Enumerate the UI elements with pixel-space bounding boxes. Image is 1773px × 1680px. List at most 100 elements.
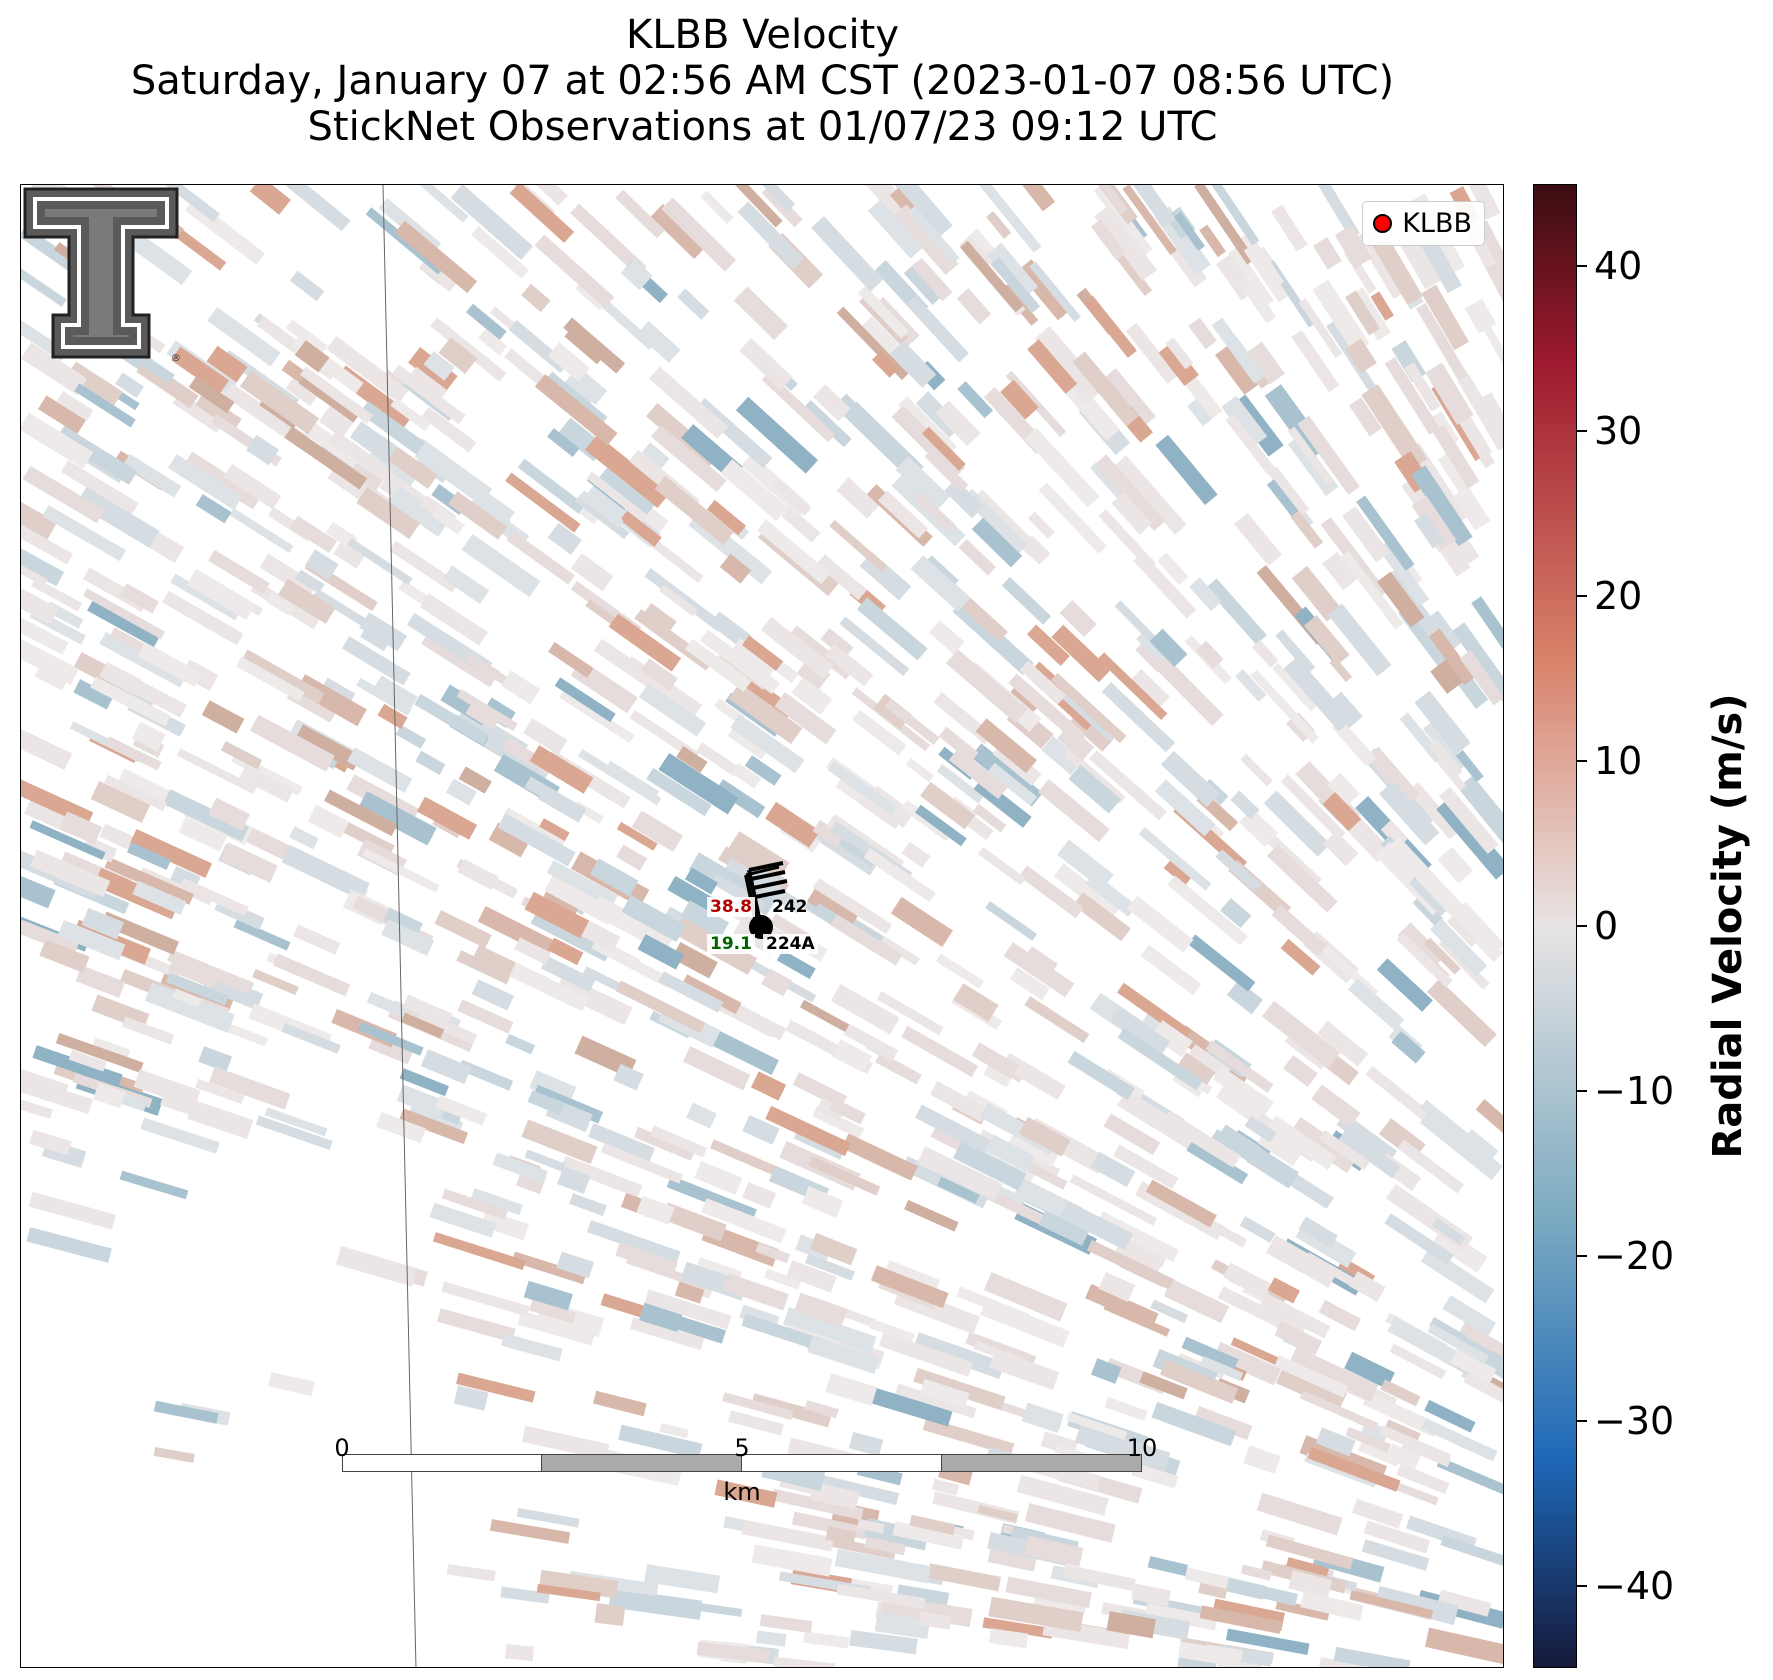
velocity-gate xyxy=(816,554,868,601)
velocity-gate xyxy=(489,1519,571,1544)
velocity-gate xyxy=(99,823,136,851)
velocity-gate xyxy=(1283,656,1353,732)
svg-text:®: ® xyxy=(171,353,181,364)
velocity-gate xyxy=(1096,1211,1180,1263)
velocity-gate xyxy=(727,1410,784,1436)
velocity-gate xyxy=(742,635,784,671)
velocity-gate xyxy=(1452,901,1503,957)
velocity-gate xyxy=(825,1373,878,1406)
velocity-gate xyxy=(235,656,305,702)
velocity-gate xyxy=(423,351,455,381)
velocity-gate xyxy=(99,661,142,695)
velocity-gate xyxy=(1331,719,1376,767)
velocity-gate xyxy=(978,847,1026,886)
velocity-gate xyxy=(1119,1258,1166,1287)
velocity-gate xyxy=(1228,246,1275,307)
velocity-gate xyxy=(570,203,647,277)
scale-bar-tick-0: 0 xyxy=(334,1434,350,1462)
velocity-gate xyxy=(201,700,245,734)
velocity-gate xyxy=(985,1134,1035,1172)
velocity-gate xyxy=(303,421,361,468)
velocity-gate xyxy=(366,991,408,1018)
velocity-gate xyxy=(1053,863,1121,920)
velocity-gate xyxy=(450,185,534,260)
velocity-gate xyxy=(809,1232,858,1266)
velocity-gate xyxy=(547,522,582,555)
velocity-gate xyxy=(497,813,576,867)
velocity-gate xyxy=(541,955,596,993)
velocity-gate xyxy=(1154,656,1224,727)
velocity-gate xyxy=(1386,1443,1421,1471)
velocity-gate xyxy=(953,1140,1027,1191)
velocity-gate xyxy=(56,391,94,421)
colorbar-tick-mark xyxy=(1577,760,1587,763)
velocity-gate xyxy=(420,1049,472,1085)
velocity-gate xyxy=(1140,944,1202,996)
velocity-gate xyxy=(1215,344,1259,395)
velocity-gate xyxy=(1362,1391,1440,1437)
velocity-gate xyxy=(641,442,670,469)
velocity-gate xyxy=(60,460,139,515)
velocity-gate xyxy=(99,631,187,688)
velocity-gate xyxy=(446,1564,496,1582)
velocity-gate xyxy=(637,934,684,970)
velocity-gate xyxy=(1428,628,1476,686)
velocity-gate xyxy=(1109,1006,1171,1056)
radar-velocity-map[interactable]: ® 38.8 242 19.1 224A KLBB xyxy=(20,184,1504,1668)
velocity-gate xyxy=(674,1281,705,1304)
velocity-gate xyxy=(905,758,934,783)
velocity-gate xyxy=(904,1199,959,1232)
velocity-gate xyxy=(132,880,187,915)
velocity-gate xyxy=(1106,1611,1156,1639)
velocity-gate xyxy=(1345,338,1377,374)
velocity-gate xyxy=(1199,224,1226,258)
velocity-gate xyxy=(741,1519,834,1552)
velocity-gate xyxy=(1459,650,1503,706)
velocity-gate xyxy=(206,345,248,383)
velocity-gate xyxy=(530,911,612,962)
velocity-gate xyxy=(771,479,812,516)
velocity-gate xyxy=(492,1152,548,1184)
velocity-gate xyxy=(1097,652,1168,721)
velocity-gate xyxy=(924,448,969,493)
velocity-gate xyxy=(1114,455,1187,535)
velocity-gate xyxy=(1018,865,1084,919)
velocity-gate xyxy=(650,203,707,260)
velocity-gate xyxy=(659,1422,689,1439)
velocity-gate xyxy=(1133,552,1197,619)
velocity-gate xyxy=(1000,379,1039,420)
velocity-gate xyxy=(729,638,778,681)
velocity-gate xyxy=(1298,1216,1338,1248)
velocity-gate xyxy=(241,649,325,705)
velocity-gate xyxy=(140,1117,220,1154)
velocity-gate xyxy=(436,1308,516,1343)
velocity-gate xyxy=(1027,511,1055,539)
velocity-gate xyxy=(641,603,677,635)
velocity-gate xyxy=(629,709,700,761)
velocity-gate xyxy=(839,616,910,677)
velocity-gate xyxy=(432,1232,526,1270)
velocity-gate xyxy=(644,534,704,583)
velocity-gate xyxy=(648,366,728,439)
velocity-gate xyxy=(506,530,575,585)
velocity-gate xyxy=(1073,892,1131,942)
velocity-gate xyxy=(21,492,58,540)
velocity-gate xyxy=(671,941,718,979)
velocity-gate xyxy=(621,895,686,943)
velocity-gate xyxy=(834,1548,931,1584)
velocity-gate xyxy=(547,937,584,966)
velocity-gate xyxy=(55,425,138,485)
velocity-gate xyxy=(1421,1418,1498,1462)
velocity-gate xyxy=(744,755,782,786)
velocity-gate xyxy=(1093,185,1153,257)
velocity-gate xyxy=(730,714,805,774)
velocity-gate xyxy=(877,490,929,539)
velocity-gate xyxy=(1213,1341,1282,1386)
velocity-gate xyxy=(737,201,804,270)
velocity-gate xyxy=(804,1400,839,1419)
velocity-gate xyxy=(1428,739,1463,779)
colorbar xyxy=(1533,184,1577,1668)
velocity-gate xyxy=(638,683,707,737)
velocity-gate xyxy=(1021,1402,1064,1433)
velocity-gate xyxy=(293,924,341,955)
